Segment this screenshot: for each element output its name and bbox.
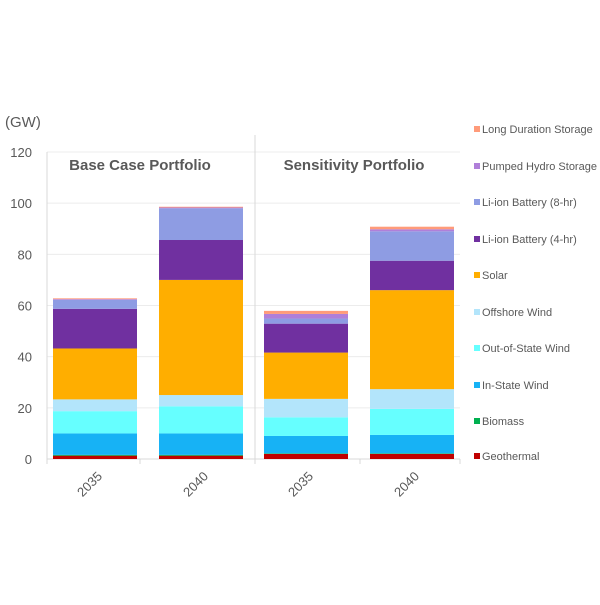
legend-swatch: [474, 453, 480, 459]
legend-swatch: [474, 236, 480, 242]
bar-segment-in-state-wind: [370, 434, 454, 454]
x-tick-label: 2040: [391, 469, 422, 500]
bar-segment-biomass: [264, 453, 348, 454]
legend-label: Geothermal: [482, 451, 539, 463]
bar-segment-pumped-hydro-storage: [159, 207, 243, 209]
y-tick-label: 20: [18, 401, 32, 416]
legend-swatch: [474, 199, 480, 205]
bar-segment-out-of-state-wind: [264, 417, 348, 436]
bar-segment-pumped-hydro-storage: [370, 229, 454, 232]
legend-swatch: [474, 345, 480, 351]
bar-segment-in-state-wind: [159, 433, 243, 455]
bar-segment-biomass: [159, 454, 243, 456]
legend-swatch: [474, 163, 480, 169]
x-tick-label: 2035: [74, 469, 105, 500]
legend-label: Long Duration Storage: [482, 124, 593, 136]
x-tick-label: 2040: [180, 469, 211, 500]
bar-segment-biomass: [370, 453, 454, 454]
legend-label: Pumped Hydro Storage: [482, 161, 597, 173]
bar-segment-li-ion-battery-8-hr-: [53, 299, 137, 309]
legend-label: In-State Wind: [482, 380, 549, 392]
y-tick-label: 0: [25, 452, 32, 467]
bar-segment-out-of-state-wind: [370, 408, 454, 435]
bar-segment-offshore-wind: [159, 395, 243, 407]
y-tick-label: 40: [18, 350, 32, 365]
bar-segment-biomass: [53, 454, 137, 456]
bar-segment-in-state-wind: [53, 433, 137, 455]
y-tick-label: 80: [18, 247, 32, 262]
bar-segment-offshore-wind: [264, 398, 348, 418]
bar-segment-solar: [53, 348, 137, 400]
y-axis-label: (GW): [5, 114, 41, 131]
bar-segment-pumped-hydro-storage: [53, 299, 137, 300]
bar-segment-geothermal: [53, 455, 137, 459]
bar-segment-offshore-wind: [370, 389, 454, 409]
bar-segment-li-ion-battery-4-hr-: [53, 308, 137, 349]
legend-swatch: [474, 309, 480, 315]
bar-segment-long-duration-storage: [264, 310, 348, 314]
bar-segment-li-ion-battery-8-hr-: [370, 231, 454, 261]
y-tick-label: 100: [10, 196, 32, 211]
panel-title: Sensitivity Portfolio: [284, 157, 425, 174]
bar-segment-pumped-hydro-storage: [264, 313, 348, 319]
bar-segment-li-ion-battery-8-hr-: [159, 208, 243, 241]
bar-segment-solar: [159, 279, 243, 396]
bar-segment-out-of-state-wind: [159, 406, 243, 434]
bar-segment-long-duration-storage: [370, 226, 454, 230]
x-tick-label: 2035: [285, 469, 316, 500]
legend-swatch: [474, 126, 480, 132]
bar-segment-solar: [370, 290, 454, 390]
bar-segment-out-of-state-wind: [53, 411, 137, 434]
legend-swatch: [474, 272, 480, 278]
legend-label: Li-ion Battery (4-hr): [482, 234, 577, 246]
bar-segment-offshore-wind: [53, 399, 137, 412]
legend-label: Li-ion Battery (8-hr): [482, 197, 577, 209]
y-tick-label: 60: [18, 299, 32, 314]
bar-segment-long-duration-storage: [53, 298, 137, 300]
bar-segment-geothermal: [370, 453, 454, 459]
bar-segment-li-ion-battery-4-hr-: [159, 240, 243, 280]
bar-segment-geothermal: [264, 453, 348, 459]
legend-label: Biomass: [482, 416, 525, 428]
panel-title: Base Case Portfolio: [69, 157, 211, 174]
y-tick-label: 120: [10, 145, 32, 160]
legend-label: Solar: [482, 270, 508, 282]
legend-label: Offshore Wind: [482, 307, 552, 319]
legend-swatch: [474, 382, 480, 388]
bar-segment-solar: [264, 352, 348, 399]
bar-segment-long-duration-storage: [159, 206, 243, 208]
bar-segment-li-ion-battery-4-hr-: [370, 260, 454, 291]
bar-segment-geothermal: [159, 455, 243, 459]
bar-segment-in-state-wind: [264, 435, 348, 454]
bar-segment-li-ion-battery-4-hr-: [264, 323, 348, 353]
bar-segment-li-ion-battery-8-hr-: [264, 318, 348, 324]
legend-swatch: [474, 418, 480, 424]
legend-label: Out-of-State Wind: [482, 343, 570, 355]
